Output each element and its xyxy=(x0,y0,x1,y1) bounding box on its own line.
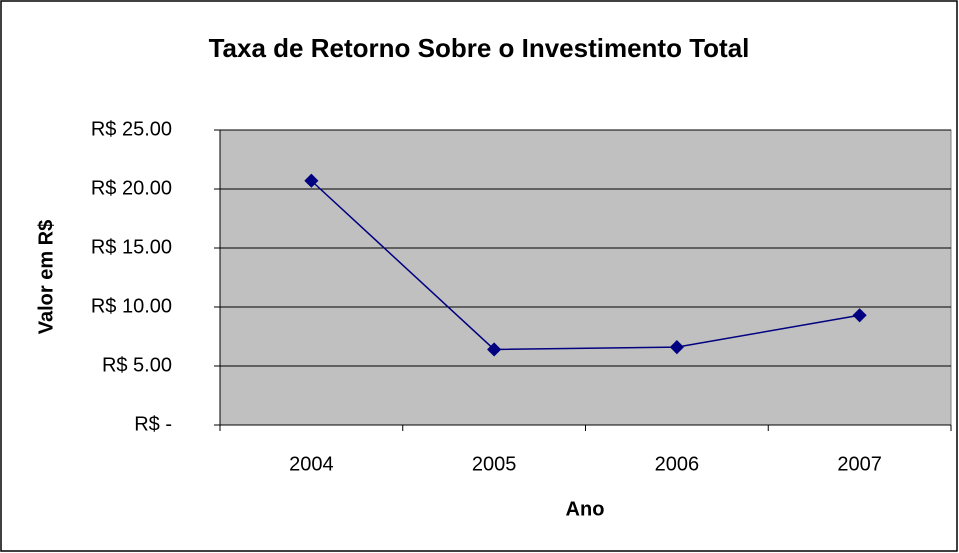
marker xyxy=(852,308,867,323)
y-axis-label: Valor em R$ xyxy=(35,220,57,335)
x-tick-label: 2007 xyxy=(837,453,882,475)
marker xyxy=(487,342,502,357)
y-tick-label: R$ - xyxy=(134,413,172,435)
x-axis-label: Ano xyxy=(566,498,605,520)
x-tick-label: 2006 xyxy=(655,453,700,475)
y-tick-label: R$ 5.00 xyxy=(102,354,172,376)
y-tick-label: R$ 20.00 xyxy=(91,177,172,199)
y-tick-label: R$ 10.00 xyxy=(91,295,172,317)
marker xyxy=(669,340,684,355)
x-tick-label: 2004 xyxy=(289,453,334,475)
y-tick-label: R$ 25.00 xyxy=(91,118,172,140)
y-tick-label: R$ 15.00 xyxy=(91,236,172,258)
chart-title: Taxa de Retorno Sobre o Investimento Tot… xyxy=(209,33,750,63)
x-tick-label: 2005 xyxy=(472,453,517,475)
line xyxy=(310,180,860,351)
marker xyxy=(304,173,319,188)
plot-area xyxy=(219,129,952,426)
